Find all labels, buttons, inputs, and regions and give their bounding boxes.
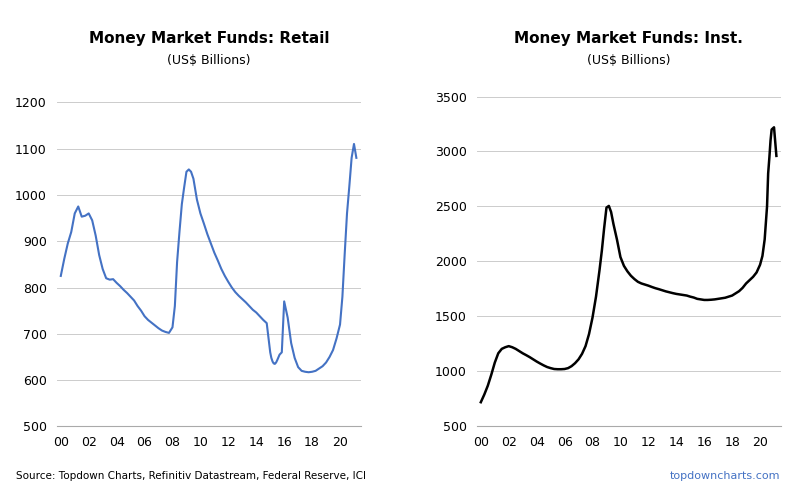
Text: topdowncharts.com: topdowncharts.com	[669, 471, 780, 481]
Text: (US$ Billions): (US$ Billions)	[587, 54, 670, 68]
Text: Money Market Funds: Inst.: Money Market Funds: Inst.	[514, 32, 743, 46]
Text: (US$ Billions): (US$ Billions)	[167, 54, 251, 68]
Text: Source: Topdown Charts, Refinitiv Datastream, Federal Reserve, ICI: Source: Topdown Charts, Refinitiv Datast…	[16, 471, 366, 481]
Text: Money Market Funds: Retail: Money Market Funds: Retail	[88, 32, 329, 46]
